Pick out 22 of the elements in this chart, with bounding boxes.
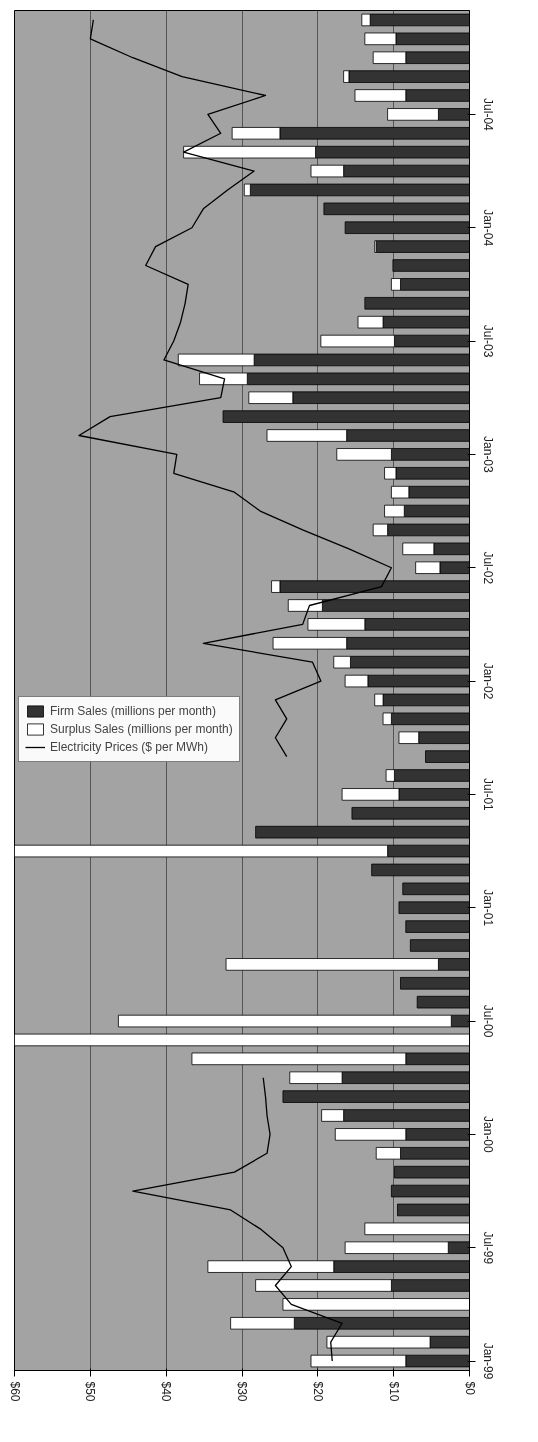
y-tick-label: Jan-00 <box>480 1116 495 1154</box>
y-tick-label: Jul-99 <box>480 1231 495 1265</box>
y-tick-label: Jan-03 <box>480 436 495 474</box>
legend-label: Firm Sales (millions per month) <box>50 702 217 719</box>
y-tick-label: Jan-04 <box>480 209 495 247</box>
x-tick-label: $40 <box>159 1381 174 1402</box>
y-tick-label: Jul-00 <box>480 1004 495 1038</box>
y-tick-label: Jul-01 <box>480 778 495 812</box>
legend-label: Surplus Sales (millions per month) <box>50 720 233 737</box>
legend-label: Electricity Prices ($ per MWh) <box>50 738 209 755</box>
y-tick-label: Jul-02 <box>480 551 495 585</box>
x-tick-label: $0 <box>462 1381 477 1396</box>
x-tick-label: $10 <box>386 1381 401 1402</box>
y-tick-label: Jan-02 <box>480 662 495 700</box>
x-tick-label: $30 <box>235 1381 249 1402</box>
y-tick-label: Jan-99 <box>480 1342 495 1380</box>
x-tick-label: $50 <box>83 1381 98 1402</box>
y-tick-label: Jul-04 <box>480 98 495 132</box>
x-tick-label: $60 <box>7 1381 22 1402</box>
y-tick-label: Jul-03 <box>480 324 495 358</box>
y-tick-label: Jan-01 <box>480 889 495 927</box>
x-tick-label: $20 <box>310 1381 325 1402</box>
